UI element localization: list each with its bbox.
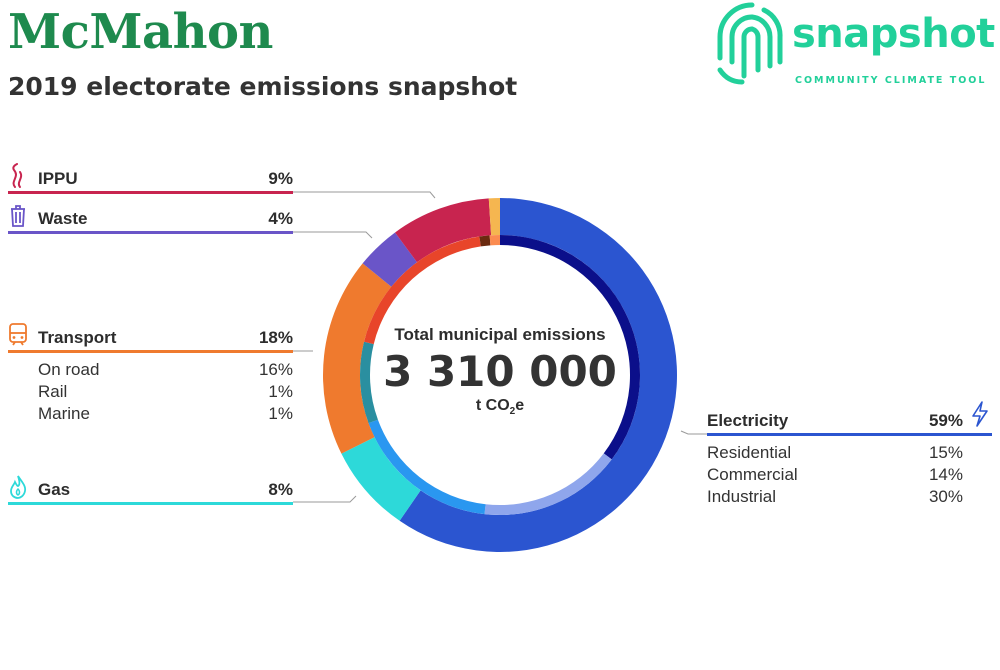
transport-sub-name: Marine xyxy=(38,404,90,423)
category-ippu-name: IPPU xyxy=(38,169,78,188)
smoke-icon xyxy=(12,163,23,188)
category-transport-percent: 18% xyxy=(258,328,293,347)
inner-slice-commercial xyxy=(484,453,612,515)
leader-line-gas xyxy=(293,495,357,503)
category-gas-name: Gas xyxy=(38,480,71,499)
category-waste: Waste 4% xyxy=(8,205,293,234)
electricity-sub-percent: 14% xyxy=(928,465,963,484)
lightning-icon xyxy=(972,401,988,427)
outer-slice-transport xyxy=(323,263,392,454)
category-waste-rule xyxy=(8,231,293,234)
transport-sub-name: On road xyxy=(38,360,100,379)
category-gas: Gas 8% xyxy=(8,475,293,505)
electricity-sub-percent: 30% xyxy=(928,487,963,506)
leader-line-electricity xyxy=(680,430,707,435)
electricity-sub-industrial: Industrial 30% xyxy=(707,487,963,507)
category-waste-percent: 4% xyxy=(268,209,293,228)
outer-slice-unlabeled-5 xyxy=(488,198,500,236)
transport-sub-percent: 16% xyxy=(258,360,293,379)
donut-center: Total municipal emissions 3 310 000 t CO… xyxy=(360,325,640,417)
category-electricity-name: Electricity xyxy=(707,411,789,430)
inner-slice-rail xyxy=(479,235,491,247)
outer-slice-waste xyxy=(362,232,417,287)
logo-tagline: COMMUNITY CLIMATE TOOL xyxy=(795,75,987,86)
category-ippu: IPPU 9% xyxy=(8,163,293,194)
category-transport-rule xyxy=(8,350,293,353)
inner-slice-industrial xyxy=(500,235,640,460)
transport-sub-percent: 1% xyxy=(268,382,293,401)
outer-slice-gas xyxy=(341,437,421,521)
category-transport: Transport 18% xyxy=(8,323,293,353)
category-transport-name: Transport xyxy=(38,328,117,347)
transport-sub-name: Rail xyxy=(38,382,68,401)
category-electricity-rule xyxy=(707,433,992,436)
trash-bin-icon xyxy=(11,205,25,227)
electricity-sub-residential: Residential 15% xyxy=(707,443,963,463)
inner-slice-marine xyxy=(489,235,500,246)
electricity-sub-name: Commercial xyxy=(707,465,798,484)
category-gas-rule xyxy=(8,502,293,505)
leader-line-waste xyxy=(293,231,373,239)
snapshot-logo: snapshot COMMUNITY CLIMATE TOOL xyxy=(712,0,1000,92)
category-electricity-percent: 59% xyxy=(928,411,963,430)
outer-slice-electricity xyxy=(399,198,677,552)
electricity-sub-name: Industrial xyxy=(707,487,776,506)
train-icon xyxy=(9,323,27,346)
inner-slice-gas xyxy=(360,341,378,424)
category-ippu-rule xyxy=(8,191,293,194)
category-gas-percent: 8% xyxy=(268,480,293,499)
transport-sub-rail: Rail 1% xyxy=(38,382,293,402)
total-emissions-value: 3 310 000 xyxy=(383,347,617,396)
category-ippu-percent: 9% xyxy=(268,169,293,188)
category-waste-name: Waste xyxy=(38,209,88,228)
electricity-sub-commercial: Commercial 14% xyxy=(707,465,963,485)
logo-wordmark: snapshot xyxy=(792,11,995,57)
category-electricity: Electricity 59% xyxy=(707,411,992,436)
total-emissions-unit: t CO2e xyxy=(475,397,525,418)
electricity-sub-percent: 15% xyxy=(928,443,963,462)
leader-line-ippu xyxy=(293,191,436,199)
flame-icon xyxy=(10,475,27,499)
outer-slice-ippu xyxy=(395,198,492,263)
inner-slice-on-road xyxy=(364,236,481,345)
fingerprint-logo-icon xyxy=(717,2,783,85)
transport-sub-percent: 1% xyxy=(268,404,293,423)
electricity-sub-name: Residential xyxy=(707,443,792,462)
page-subtitle: 2019 electorate emissions snapshot xyxy=(8,72,518,101)
page-title: McMahon xyxy=(8,4,273,60)
inner-slice-residential xyxy=(368,419,486,515)
total-emissions-label: Total municipal emissions xyxy=(394,325,606,344)
transport-sub-marine: Marine 1% xyxy=(38,404,293,424)
transport-sub-on-road: On road 16% xyxy=(38,360,293,380)
